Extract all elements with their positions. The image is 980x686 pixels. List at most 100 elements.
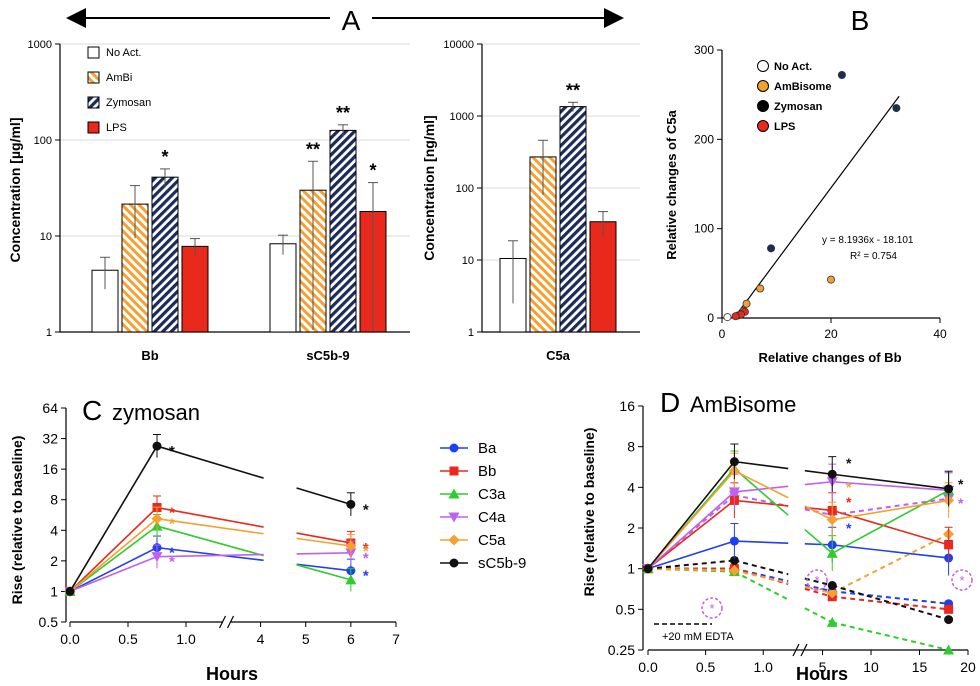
d-edta-marker — [826, 587, 838, 599]
d-edta-series-line — [647, 559, 735, 570]
legend-marker — [448, 534, 460, 546]
legend-marker — [449, 443, 459, 453]
panel-label-c: C — [82, 395, 102, 426]
a2-y-axis-label: Concentration [ng/ml] — [421, 115, 437, 260]
a2-y-tick-label: 10 — [462, 255, 474, 267]
a2-y-tick-label: 1 — [468, 327, 474, 339]
a1-significance: * — [161, 147, 168, 167]
d-significance: * — [958, 476, 964, 492]
a2-bar — [559, 106, 587, 333]
a2-bar — [589, 221, 617, 333]
b-x-tick-label: 40 — [933, 327, 947, 341]
a1-legend-label: Zymosan — [106, 97, 151, 109]
d-edta-marker — [827, 581, 837, 591]
d-y-tick-label: 1 — [627, 561, 635, 577]
d-series-line — [647, 491, 735, 570]
d-axis-break — [800, 643, 808, 657]
d-x-tick-label: 15 — [912, 659, 928, 675]
b-scatter-point — [837, 71, 846, 80]
d-x-tick-label: 1.0 — [753, 659, 773, 675]
c-x-tick-label: 6 — [347, 631, 355, 647]
d-edta-marker — [728, 564, 740, 576]
d-series-line — [804, 528, 833, 554]
d-series-line — [734, 499, 789, 507]
d-edta-marker — [943, 644, 955, 655]
legend-label: C3a — [478, 486, 506, 503]
d-highlight-circle — [806, 569, 828, 591]
b-legend-label: No Act. — [774, 61, 812, 73]
d-series-line — [647, 499, 735, 570]
a1-significance: * — [369, 161, 376, 181]
c-y-tick-label: 32 — [42, 431, 58, 447]
b-scatter-point — [756, 284, 765, 293]
d-y-tick-label: 4 — [627, 479, 635, 495]
d-y-axis-label: Rise (relative to baseline) — [581, 428, 597, 597]
d-edta-marker — [944, 615, 954, 625]
c-series-line — [156, 506, 264, 528]
d-y-tick-label: 0.25 — [608, 642, 635, 658]
a1-legend-swatch — [87, 71, 100, 84]
c-significance: * — [363, 568, 369, 585]
d-edta-series-line — [804, 607, 833, 624]
d-series-line — [647, 540, 735, 570]
legend-label: sC5b-9 — [478, 555, 526, 572]
c-x-tick-label: 1.0 — [176, 631, 196, 647]
c-series-line — [69, 546, 158, 593]
legend-label: Ba — [478, 440, 497, 457]
panel-b-scatter: Relative changes of Bb Relative changes … — [664, 43, 947, 365]
d-highlight-star: * — [959, 573, 964, 588]
d-y-tick-label: 0.5 — [616, 601, 636, 617]
c-series-line — [69, 555, 158, 593]
d-edta-marker — [944, 604, 954, 614]
a1-y-tick-label: 10 — [40, 231, 52, 243]
panel-label-d: D — [660, 387, 680, 418]
b-y-axis-label: Relative changes of C5a — [664, 109, 679, 259]
c-series-line — [156, 445, 264, 479]
d-edta-series-line — [804, 587, 833, 598]
a1-significance: ** — [336, 103, 350, 123]
b-scatter-point — [723, 313, 732, 322]
d-edta-series-line — [647, 567, 735, 572]
b-legend-label: AmBisome — [774, 81, 831, 93]
d-y-tick-label: 16 — [619, 398, 635, 414]
c-x-tick-label: 0.0 — [60, 631, 80, 647]
d-edta-series-line — [832, 590, 949, 605]
d-highlight-circle — [951, 569, 973, 591]
c-y-tick-label: 16 — [42, 461, 58, 477]
a1-legend-label: No Act. — [106, 47, 141, 59]
a1-bar — [269, 243, 297, 333]
c-series-line — [296, 487, 352, 506]
a2-y-tick-label: 100 — [456, 183, 474, 195]
c-series-line — [69, 506, 158, 593]
d-highlight-star: * — [814, 573, 819, 588]
legend-label: Bb — [478, 463, 496, 480]
d-y-tick-label: 2 — [627, 520, 635, 536]
c-y-tick-label: 64 — [42, 400, 58, 416]
c-x-tick-label: 7 — [392, 631, 400, 647]
c-series-line — [156, 546, 264, 562]
d-series-line — [804, 505, 833, 521]
d-edta-series-line — [734, 559, 789, 576]
c-y-tick-label: 0.5 — [39, 614, 59, 630]
a1-y-tick-label: 100 — [34, 135, 52, 147]
d-significance: * — [846, 520, 852, 536]
d-x-axis-label: Hours — [796, 664, 848, 684]
d-series-line — [647, 470, 735, 570]
b-y-tick-label: 100 — [694, 222, 714, 236]
b-y-tick-label: 200 — [694, 132, 714, 146]
c-axis-break — [226, 615, 235, 629]
legend-marker — [448, 488, 460, 499]
d-highlight-star: * — [709, 601, 714, 616]
d-series-line — [733, 468, 789, 516]
c-axis-break — [218, 615, 227, 629]
b-scatter-point — [742, 299, 751, 308]
d-series-line — [804, 469, 833, 476]
c-series-line — [296, 552, 351, 555]
c-y-axis-label: Rise (relative to baseline) — [9, 436, 25, 605]
c-x-tick-label: 5 — [302, 631, 310, 647]
d-significance: * — [846, 455, 852, 471]
c-x-tick-label: 0.5 — [118, 631, 138, 647]
panel-c-line-chart: C zymosan Hours Rise (relative to baseli… — [9, 395, 400, 684]
c-series-line — [296, 564, 352, 581]
panel-label-a: A — [342, 5, 361, 36]
